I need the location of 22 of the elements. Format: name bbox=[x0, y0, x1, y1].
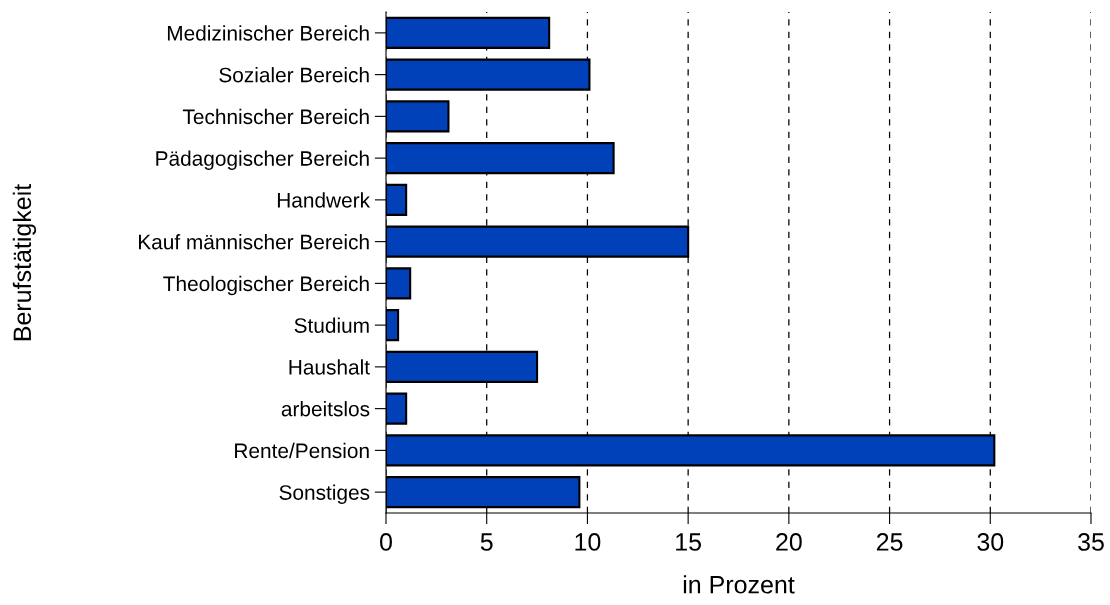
y-tick-label: Haushalt bbox=[289, 359, 370, 375]
y-axis-title: Berufstätigkeit bbox=[12, 183, 37, 341]
y-tick-label: Pädagogischer Bereich bbox=[156, 150, 369, 170]
y-tick-label: Studium bbox=[294, 317, 369, 333]
x-tick-label: 35 bbox=[1078, 533, 1104, 551]
y-tick-label: Technischer Bereich bbox=[182, 108, 369, 125]
y-tick-label: Handwerk bbox=[277, 192, 371, 208]
x-tick-label: 30 bbox=[977, 533, 1004, 551]
x-axis-title: in Prozent bbox=[683, 575, 795, 594]
x-tick-label: 10 bbox=[575, 533, 601, 551]
y-tick-label: Kauf männischer Bereich bbox=[138, 234, 369, 250]
x-tick-label: 0 bbox=[380, 533, 392, 551]
y-tick-label: Rente/Pension bbox=[235, 442, 369, 459]
y-tick-label: Sozialer Bereich bbox=[219, 67, 369, 83]
y-tick-label: Theologischer Bereich bbox=[163, 275, 369, 296]
y-tick-label: Sonstiges bbox=[279, 484, 370, 504]
x-tick-label: 25 bbox=[876, 533, 903, 551]
x-tick-label: 15 bbox=[676, 533, 701, 551]
x-tick-label: 5 bbox=[480, 533, 493, 551]
y-tick-label: Medizinischer Bereich bbox=[167, 25, 369, 41]
y-tick-label: arbeitslos bbox=[281, 401, 370, 417]
x-tick-label: 20 bbox=[776, 533, 802, 551]
